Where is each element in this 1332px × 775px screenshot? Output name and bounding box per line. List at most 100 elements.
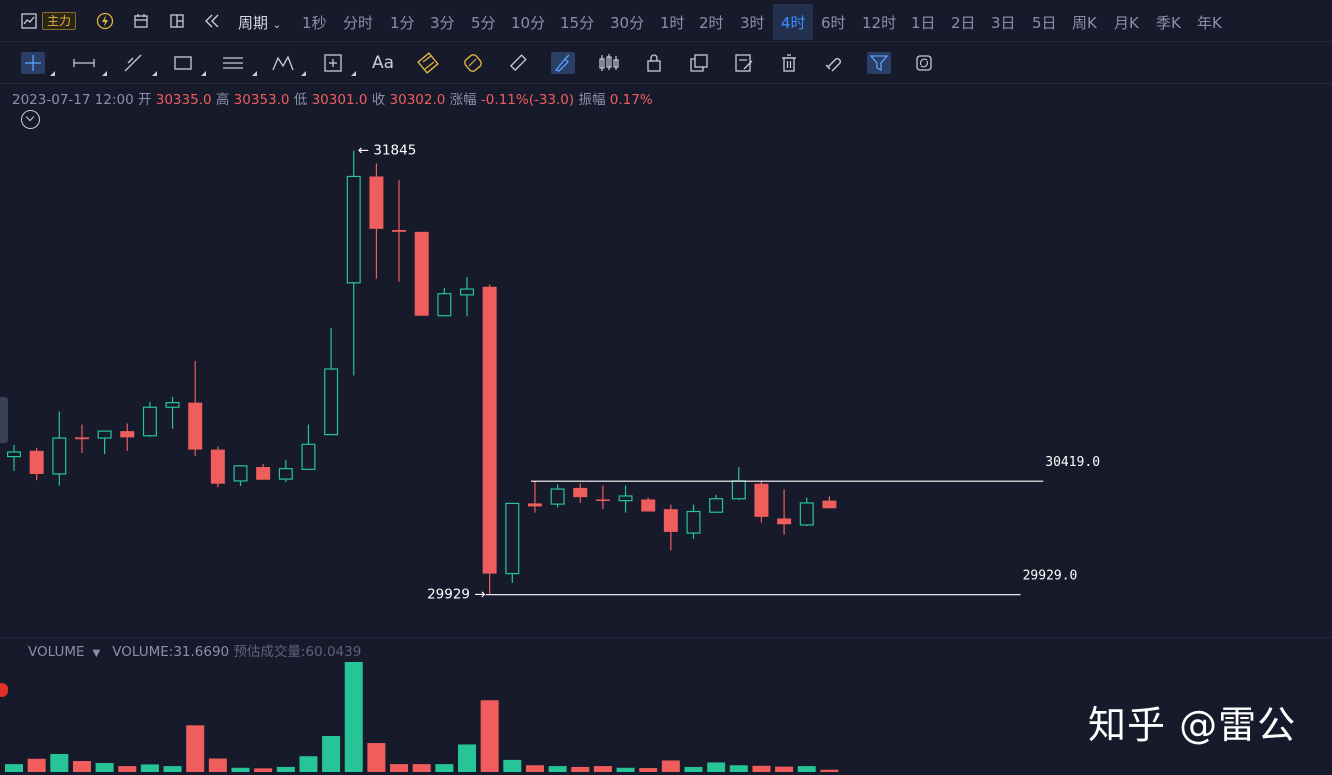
candle-body xyxy=(460,288,475,296)
lightning-icon[interactable] xyxy=(95,11,115,31)
filter-icon[interactable] xyxy=(867,52,891,74)
crosshair-menu-icon[interactable] xyxy=(50,71,55,76)
close-value: 30302.0 xyxy=(389,92,446,108)
rectangle-icon[interactable] xyxy=(171,52,195,74)
timeframe-1日[interactable]: 1日 xyxy=(911,14,936,32)
magnet-icon[interactable] xyxy=(822,52,846,74)
calendar-icon[interactable] xyxy=(131,11,151,31)
candle-body xyxy=(799,502,814,526)
trend-menu-icon[interactable] xyxy=(152,71,157,76)
shape-menu-icon[interactable] xyxy=(201,71,206,76)
timeframe-季K[interactable]: 季K xyxy=(1156,14,1181,32)
measure-icon[interactable] xyxy=(321,52,345,74)
low-value: 30301.0 xyxy=(311,92,368,108)
lock-icon[interactable] xyxy=(642,52,666,74)
timeframe-12时[interactable]: 12时 xyxy=(862,14,897,32)
timeframe-5分[interactable]: 5分 xyxy=(471,14,496,32)
volume-bar xyxy=(639,768,658,772)
timeframe-1分[interactable]: 1分 xyxy=(390,14,415,32)
high-annotation: ← 31845 xyxy=(358,143,417,159)
candle-body xyxy=(142,406,157,437)
brush-icon[interactable] xyxy=(551,52,575,74)
fib-icon[interactable] xyxy=(416,52,440,74)
pattern-icon[interactable] xyxy=(271,52,295,74)
fib-circle-icon[interactable] xyxy=(461,52,485,74)
candle-body xyxy=(346,175,361,284)
volume-pane-separator[interactable] xyxy=(0,637,1332,638)
timeframe-1秒[interactable]: 1秒 xyxy=(302,14,327,32)
candle-body xyxy=(709,498,724,513)
candles-icon[interactable] xyxy=(597,52,621,74)
timeframe-2时[interactable]: 2时 xyxy=(699,14,724,32)
parallel-channel-icon[interactable] xyxy=(221,52,245,74)
volume-bar xyxy=(276,766,295,772)
horizontal-line-icon[interactable] xyxy=(72,52,96,74)
candle-body xyxy=(550,488,565,505)
active-timeframe-bg xyxy=(773,4,813,40)
timeframe-2日[interactable]: 2日 xyxy=(951,14,976,32)
volume-bar xyxy=(480,700,499,772)
timeframe-1时[interactable]: 1时 xyxy=(660,14,685,32)
ruler-icon[interactable] xyxy=(506,52,530,74)
layout-icon[interactable] xyxy=(167,11,187,31)
timeframe-周K[interactable]: 周K xyxy=(1072,14,1097,32)
close-label: 收 xyxy=(371,92,386,108)
text-icon[interactable]: Aa xyxy=(371,53,395,73)
sync-icon[interactable] xyxy=(912,52,936,74)
pattern-menu-icon[interactable] xyxy=(301,71,306,76)
rewind-icon[interactable] xyxy=(202,11,222,31)
volume-bar xyxy=(684,766,703,772)
candle-body xyxy=(686,510,701,534)
info-datetime: 2023-07-17 12:00 xyxy=(12,92,134,108)
main-indicator-badge[interactable]: 主力 xyxy=(42,12,77,30)
candle-body xyxy=(233,465,248,482)
trend-line-icon[interactable] xyxy=(121,52,145,74)
timeframe-月K[interactable]: 月K xyxy=(1114,14,1139,32)
candle-body xyxy=(595,499,610,501)
volume-bar xyxy=(548,766,567,772)
collapse-indicators-button[interactable] xyxy=(21,110,40,129)
volume-bar xyxy=(729,765,748,772)
volume-bar xyxy=(775,766,794,772)
candle-body xyxy=(301,443,316,470)
timeframe-10分[interactable]: 10分 xyxy=(511,14,546,32)
high-value: 30353.0 xyxy=(233,92,290,108)
volume-bar xyxy=(367,743,386,772)
line-menu-icon[interactable] xyxy=(102,71,107,76)
timeframe-6时[interactable]: 6时 xyxy=(821,14,846,32)
volume-bar xyxy=(299,756,318,772)
candle-body xyxy=(731,480,746,500)
volume-menu-icon[interactable]: ▼ xyxy=(92,648,101,659)
candle-body xyxy=(822,500,837,509)
chart-type-icon[interactable] xyxy=(19,11,39,31)
alert-indicator[interactable] xyxy=(0,683,8,697)
volume-legend: VOLUME ▼ VOLUME:31.6690 预估成交量:60.0439 xyxy=(28,640,361,660)
candle-body xyxy=(6,451,22,458)
timeframe-年K[interactable]: 年K xyxy=(1197,14,1222,32)
sidebar-toggle-handle[interactable] xyxy=(0,397,8,443)
period-dropdown[interactable]: 周期 ⌄ xyxy=(238,12,281,33)
timeframe-5日[interactable]: 5日 xyxy=(1032,14,1057,32)
measure-menu-icon[interactable] xyxy=(351,71,356,76)
volume-bar xyxy=(661,760,680,772)
change-label: 涨幅 xyxy=(449,92,477,108)
timeframe-30分[interactable]: 30分 xyxy=(610,14,645,32)
timeframe-3时[interactable]: 3时 xyxy=(740,14,765,32)
open-value: 30335.0 xyxy=(155,92,212,108)
candle-body xyxy=(120,431,135,438)
timeframe-4时[interactable]: 4时 xyxy=(781,14,806,32)
timeframe-分时[interactable]: 分时 xyxy=(343,14,374,32)
note-icon[interactable] xyxy=(732,52,756,74)
candle-body xyxy=(437,293,452,317)
candle-body xyxy=(188,402,203,450)
crosshair-icon[interactable] xyxy=(21,52,45,74)
timeframe-3分[interactable]: 3分 xyxy=(430,14,455,32)
delete-icon[interactable] xyxy=(777,52,801,74)
volume-bar xyxy=(820,769,839,772)
timeframe-15分[interactable]: 15分 xyxy=(560,14,595,32)
volume-indicator-name[interactable]: VOLUME xyxy=(28,644,85,660)
copy-icon[interactable] xyxy=(687,52,711,74)
timeframe-3日[interactable]: 3日 xyxy=(991,14,1016,32)
channel-menu-icon[interactable] xyxy=(252,71,257,76)
